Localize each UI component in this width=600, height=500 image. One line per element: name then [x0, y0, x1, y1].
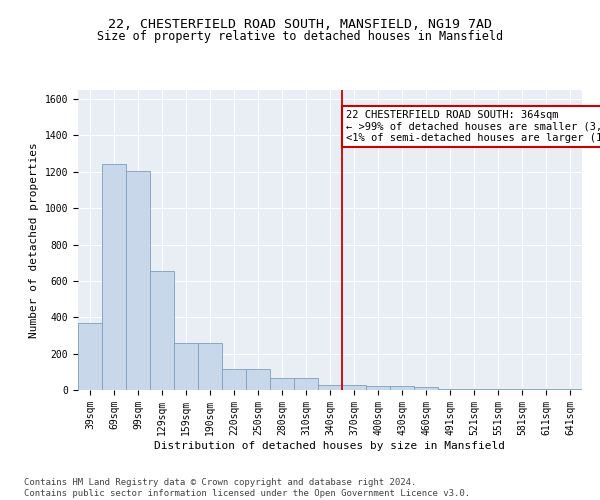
Bar	[222, 369, 246, 390]
Bar	[294, 378, 318, 390]
Bar	[246, 369, 270, 390]
Bar	[174, 342, 198, 390]
Bar	[270, 378, 294, 390]
Bar	[198, 342, 222, 390]
Bar	[462, 389, 486, 390]
Bar	[510, 389, 534, 390]
Bar	[102, 164, 126, 390]
X-axis label: Distribution of detached houses by size in Mansfield: Distribution of detached houses by size …	[155, 440, 505, 450]
Bar	[414, 388, 438, 390]
Bar	[558, 389, 582, 390]
Bar	[486, 389, 510, 390]
Text: Contains HM Land Registry data © Crown copyright and database right 2024.
Contai: Contains HM Land Registry data © Crown c…	[24, 478, 470, 498]
Y-axis label: Number of detached properties: Number of detached properties	[29, 142, 39, 338]
Bar	[78, 322, 102, 390]
Bar	[534, 389, 558, 390]
Text: 22, CHESTERFIELD ROAD SOUTH, MANSFIELD, NG19 7AD: 22, CHESTERFIELD ROAD SOUTH, MANSFIELD, …	[108, 18, 492, 30]
Text: 22 CHESTERFIELD ROAD SOUTH: 364sqm
← >99% of detached houses are smaller (3,981): 22 CHESTERFIELD ROAD SOUTH: 364sqm ← >99…	[346, 110, 600, 143]
Bar	[126, 171, 150, 390]
Bar	[318, 384, 342, 390]
Bar	[438, 389, 462, 390]
Text: Size of property relative to detached houses in Mansfield: Size of property relative to detached ho…	[97, 30, 503, 43]
Bar	[390, 386, 414, 390]
Bar	[366, 386, 390, 390]
Bar	[150, 271, 174, 390]
Bar	[342, 384, 366, 390]
